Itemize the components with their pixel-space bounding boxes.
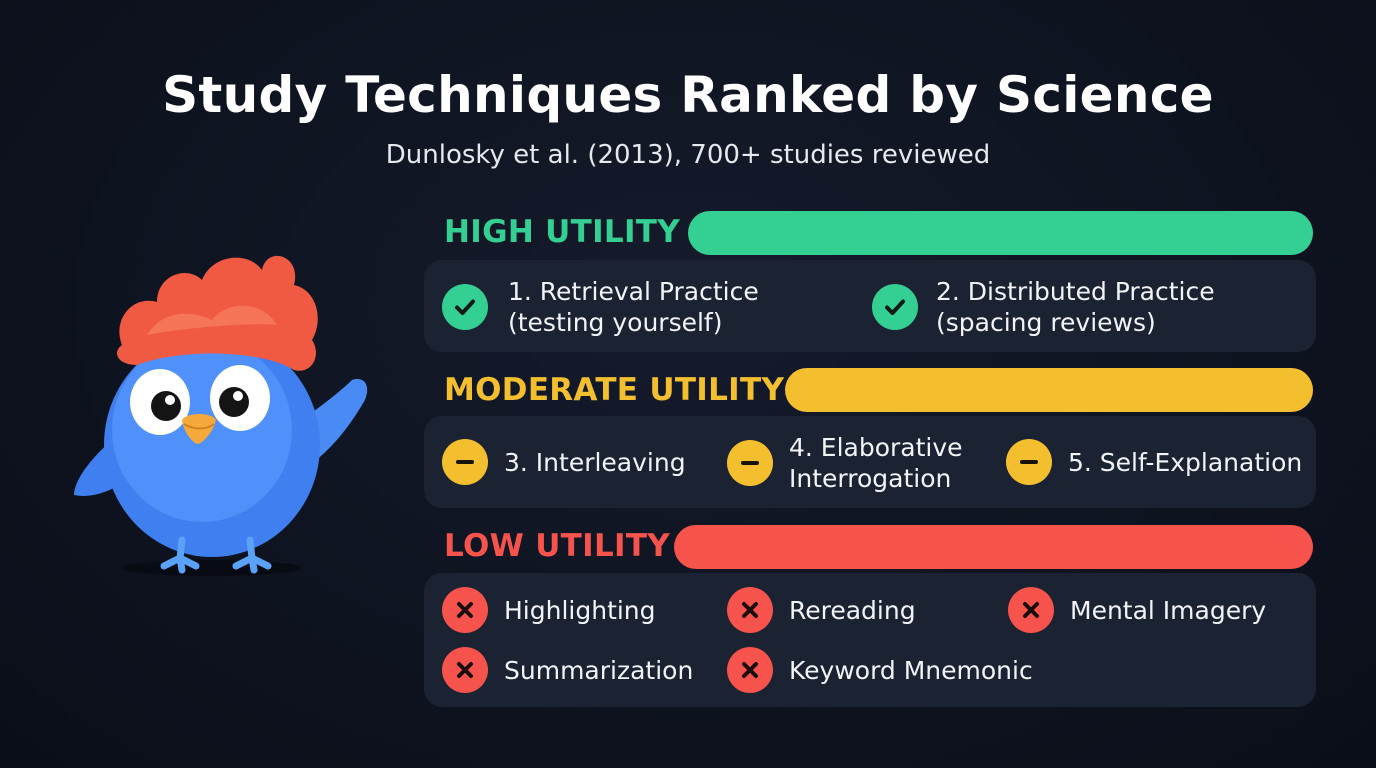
- technique-name-cont: Interrogation: [789, 464, 952, 493]
- tier-bar-moderate: [785, 368, 1313, 412]
- technique-name: 3. Interleaving: [504, 447, 686, 477]
- tier-label-moderate: MODERATE UTILITY: [444, 372, 785, 408]
- check-icon: [442, 284, 488, 330]
- technique-name: Summarization: [504, 655, 694, 685]
- tier-panel-high: 1. Retrieval Practice (testing yourself)…: [424, 260, 1316, 352]
- technique-name: 4. Elaborative: [789, 433, 963, 462]
- x-icon: [1008, 587, 1054, 633]
- technique-item: 4. Elaborative Interrogation: [727, 432, 963, 494]
- technique-name: Rereading: [789, 595, 916, 625]
- technique-item: Rereading: [727, 587, 916, 633]
- tier-label-high: HIGH UTILITY: [444, 214, 680, 250]
- tier-bar-high: [688, 211, 1313, 255]
- technique-item: Highlighting: [442, 587, 656, 633]
- x-icon: [442, 647, 488, 693]
- minus-icon: [1006, 439, 1052, 485]
- technique-item: 1. Retrieval Practice (testing yourself): [442, 276, 759, 338]
- minus-icon: [442, 439, 488, 485]
- tier-label-low: LOW UTILITY: [444, 528, 671, 564]
- minus-icon: [727, 440, 773, 486]
- technique-item: Keyword Mnemonic: [727, 647, 1033, 693]
- technique-item: Summarization: [442, 647, 693, 693]
- page-title: Study Techniques Ranked by Science: [162, 66, 1214, 124]
- technique-item: Mental Imagery: [1008, 587, 1266, 633]
- technique-item: 2. Distributed Practice (spacing reviews…: [872, 276, 1215, 338]
- technique-name: Keyword Mnemonic: [789, 655, 1033, 685]
- x-icon: [442, 587, 488, 633]
- technique-name: 1. Retrieval Practice: [508, 277, 759, 306]
- check-icon: [872, 284, 918, 330]
- technique-note: (spacing reviews): [936, 308, 1156, 337]
- tier-panel-moderate: 3. Interleaving 4. Elaborative Interroga…: [424, 416, 1316, 508]
- technique-item: 5. Self-Explanation: [1006, 439, 1302, 485]
- x-icon: [727, 647, 773, 693]
- tier-panel-low: Highlighting Rereading Mental Imagery Su…: [424, 573, 1316, 707]
- technique-name: Highlighting: [504, 595, 656, 625]
- page-subtitle: Dunlosky et al. (2013), 700+ studies rev…: [385, 140, 991, 170]
- blue-bird-mascot-icon: [62, 240, 372, 584]
- technique-name: 5. Self-Explanation: [1068, 447, 1303, 477]
- technique-name: 2. Distributed Practice: [936, 277, 1215, 306]
- technique-name: Mental Imagery: [1070, 595, 1267, 625]
- tier-bar-low: [674, 525, 1313, 569]
- technique-item: 3. Interleaving: [442, 439, 686, 485]
- technique-note: (testing yourself): [508, 308, 723, 337]
- x-icon: [727, 587, 773, 633]
